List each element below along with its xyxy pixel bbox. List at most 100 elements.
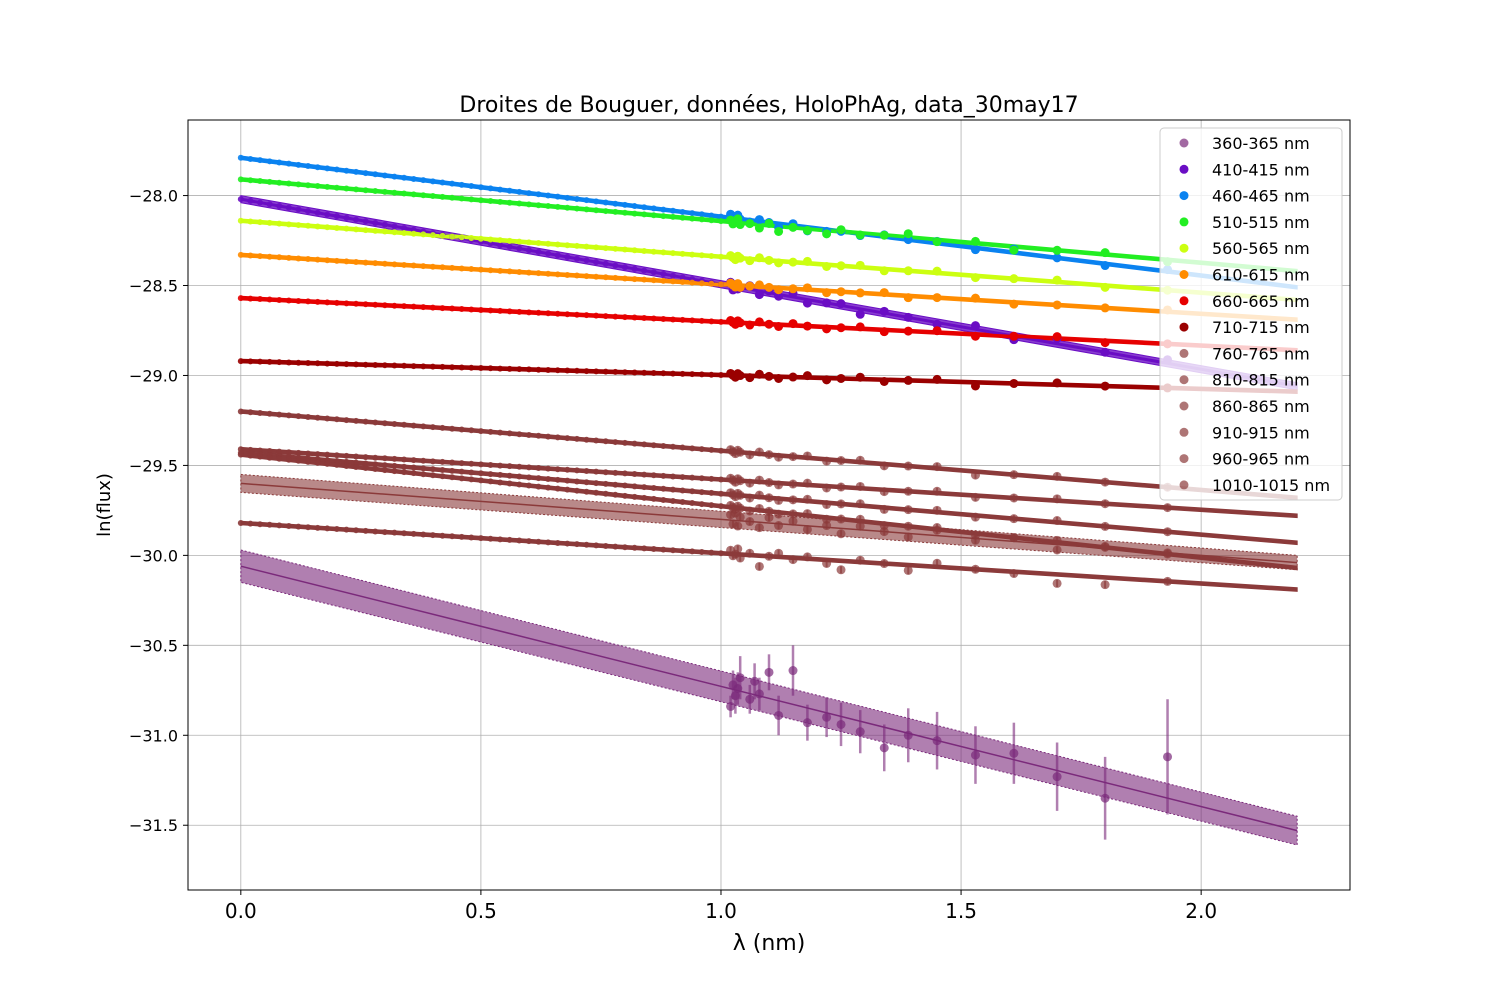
data-point <box>822 456 832 466</box>
data-point <box>276 448 283 455</box>
data-point <box>429 263 436 270</box>
data-point <box>660 370 667 377</box>
data-point <box>573 435 580 442</box>
data-point <box>314 256 321 263</box>
data-point <box>764 319 774 329</box>
data-point <box>802 371 812 381</box>
data-point <box>266 521 273 528</box>
data-point <box>420 363 427 370</box>
data-point <box>410 230 417 237</box>
data-point <box>593 207 600 214</box>
data-point <box>497 536 504 543</box>
data-point <box>266 410 273 417</box>
data-point <box>788 284 798 294</box>
data-point <box>439 473 446 480</box>
data-point <box>1052 545 1062 555</box>
data-point <box>593 312 600 319</box>
data-point <box>458 468 465 475</box>
data-point <box>237 358 244 365</box>
data-point <box>879 559 889 569</box>
data-point <box>745 694 755 704</box>
data-point <box>343 452 350 459</box>
data-point <box>314 183 321 190</box>
data-point <box>650 484 657 491</box>
data-point <box>497 365 504 372</box>
legend-label: 710-715 nm <box>1212 318 1310 337</box>
data-point <box>612 543 619 550</box>
data-point <box>822 712 832 722</box>
data-point <box>745 281 755 291</box>
data-point <box>708 253 715 260</box>
data-point <box>362 454 369 461</box>
data-point <box>353 417 360 424</box>
y-tick-label: −30.0 <box>129 546 178 565</box>
data-point <box>698 280 705 287</box>
data-point <box>745 493 755 503</box>
data-point <box>583 436 590 443</box>
data-point <box>257 296 264 303</box>
data-point <box>237 154 244 161</box>
data-point <box>708 475 715 482</box>
data-point <box>362 187 369 194</box>
data-point <box>276 254 283 261</box>
data-point <box>439 424 446 431</box>
data-point <box>970 293 980 303</box>
data-point <box>362 227 369 234</box>
data-point <box>754 223 764 233</box>
data-point <box>903 326 913 336</box>
data-point <box>631 440 638 447</box>
data-point <box>774 521 784 531</box>
data-point <box>631 369 638 376</box>
data-point <box>439 305 446 312</box>
data-point <box>285 523 292 530</box>
data-point <box>439 458 446 465</box>
data-point <box>372 454 379 461</box>
data-point <box>333 299 340 306</box>
data-point <box>458 306 465 313</box>
legend-marker <box>1179 454 1189 464</box>
data-point <box>641 315 648 322</box>
legend-label: 560-565 nm <box>1212 239 1310 258</box>
data-point <box>650 495 657 502</box>
data-point <box>689 548 696 555</box>
data-point <box>669 278 676 285</box>
data-point <box>468 534 475 541</box>
data-point <box>314 459 321 466</box>
data-point <box>477 197 484 204</box>
data-point <box>621 439 628 446</box>
data-point <box>602 260 609 267</box>
data-point <box>324 183 331 190</box>
data-point <box>689 279 696 286</box>
data-point <box>449 233 456 240</box>
data-point <box>932 505 942 515</box>
data-point <box>802 283 812 293</box>
data-point <box>468 469 475 476</box>
data-point <box>372 227 379 234</box>
data-point <box>314 223 321 230</box>
data-point <box>487 236 494 243</box>
data-point <box>468 460 475 467</box>
data-point <box>855 514 865 524</box>
data-point <box>583 312 590 319</box>
data-point <box>1100 477 1110 487</box>
data-point <box>266 158 273 165</box>
data-point <box>554 310 561 317</box>
data-point <box>970 750 980 760</box>
data-point <box>621 264 628 271</box>
data-point <box>401 530 408 537</box>
y-tick-label: −29.0 <box>129 366 178 385</box>
data-point <box>439 363 446 370</box>
data-point <box>324 257 331 264</box>
data-point <box>477 428 484 435</box>
data-point <box>689 210 696 217</box>
data-point <box>487 478 494 485</box>
data-point <box>247 520 254 527</box>
data-point <box>735 282 745 292</box>
data-point <box>429 178 436 185</box>
data-point <box>836 373 846 383</box>
data-point <box>573 467 580 474</box>
data-point <box>788 555 798 565</box>
data-point <box>525 464 532 471</box>
data-point <box>679 316 686 323</box>
data-point <box>420 457 427 464</box>
